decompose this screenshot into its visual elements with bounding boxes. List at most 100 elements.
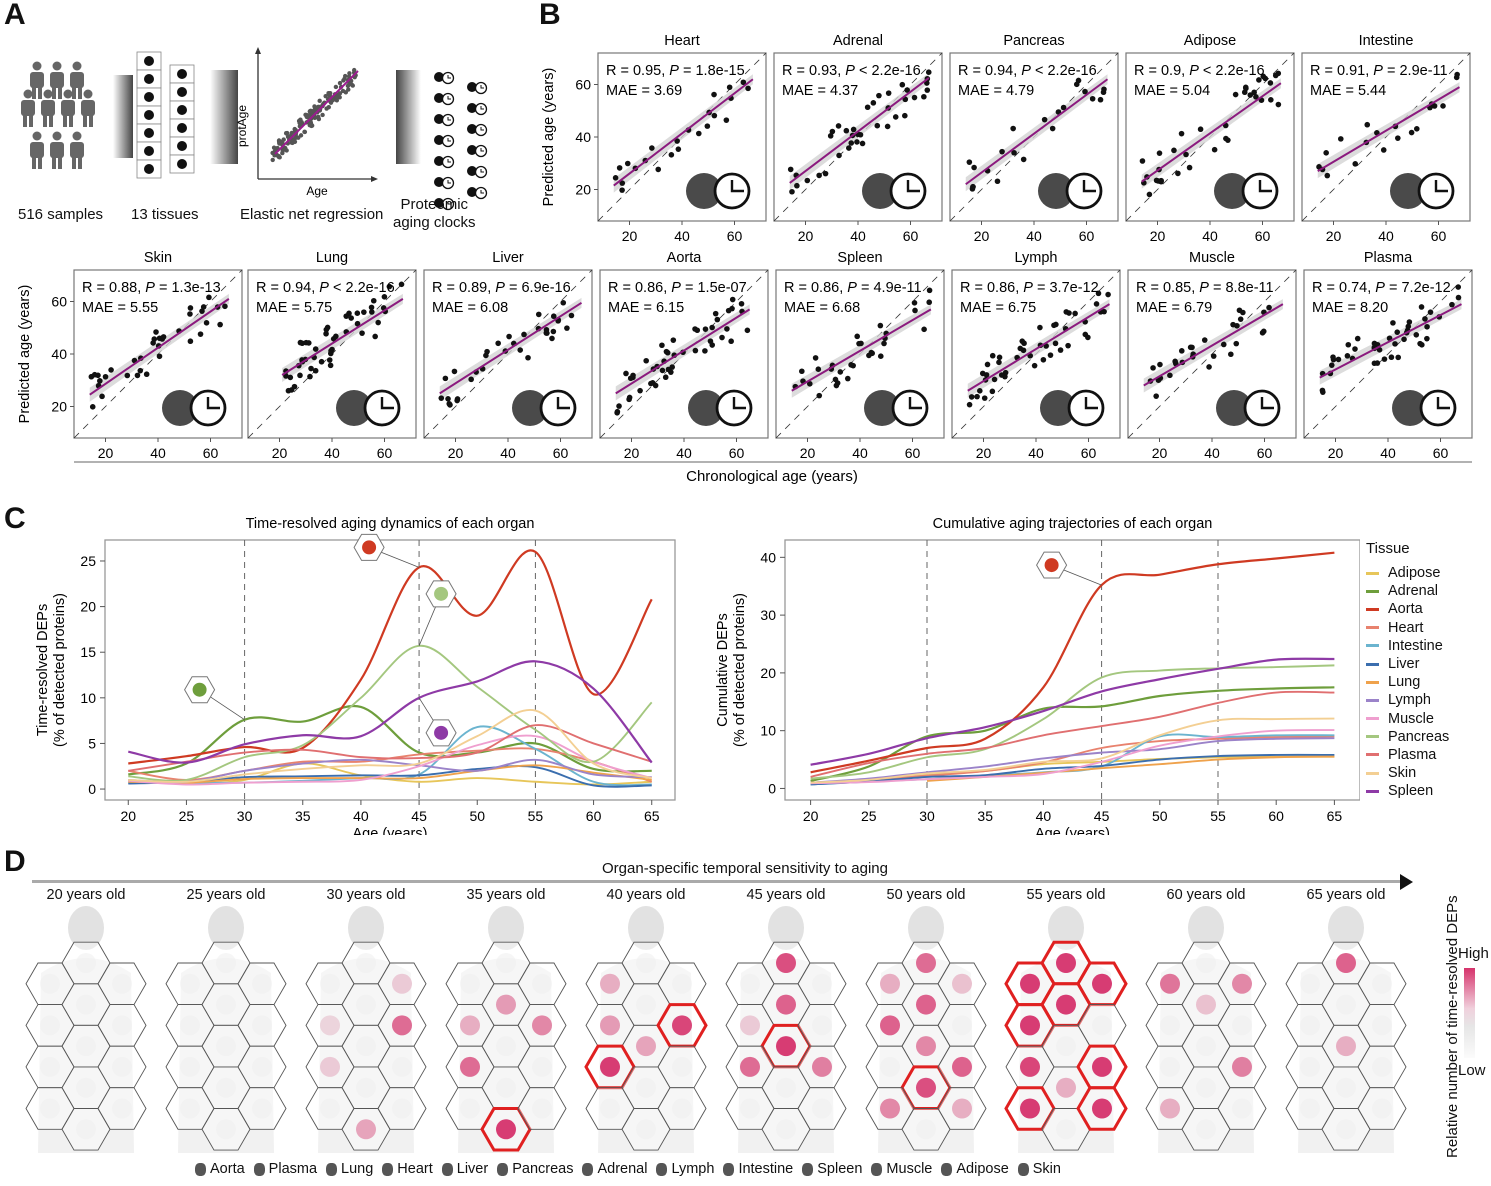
data-point: [354, 320, 361, 327]
tissue-icon: [144, 92, 154, 102]
data-point: [495, 340, 501, 347]
stats-r-p: R = 0.88, P = 1.3e-13: [82, 280, 221, 296]
liver-clock-icon: [512, 389, 577, 427]
data-point: [619, 180, 626, 186]
data-point: [1047, 352, 1054, 358]
data-point: [726, 84, 733, 91]
x-tick-label: 60: [1081, 445, 1097, 461]
aorta-clock-icon: [688, 389, 753, 427]
hex-lung: [305, 962, 355, 1006]
regression-line: [1143, 303, 1284, 387]
adrenal-icon: [1232, 1015, 1252, 1036]
x-tick-label: 20: [98, 445, 114, 461]
data-point: [926, 287, 933, 294]
x-tick-label: 40: [852, 445, 868, 461]
series-line-aorta: [810, 551, 1335, 774]
spleen-icon: [952, 1056, 972, 1077]
x-tick-label: 65: [644, 808, 660, 824]
x-tick-label: 40: [1028, 445, 1044, 461]
data-point: [1395, 354, 1402, 361]
adrenal-icon: [192, 682, 207, 697]
data-point: [668, 152, 675, 158]
age-label: 30 years old: [326, 887, 406, 903]
adrenal-icon: [582, 1162, 594, 1176]
data-point: [1344, 353, 1351, 359]
data-point: [1268, 97, 1274, 103]
data-point: [709, 342, 716, 348]
data-point: [160, 334, 167, 340]
panel-d-title: Organ-specific temporal sensitivity to a…: [602, 860, 888, 877]
organ-legend-label: Adipose: [956, 1161, 1009, 1177]
stats-r-p: R = 0.95, P = 1.8e-15: [606, 63, 745, 79]
spleen-icon: [802, 1162, 814, 1176]
intestine-icon: [723, 1162, 735, 1176]
data-point: [1228, 351, 1234, 358]
y-tick-label: 40: [51, 346, 67, 362]
person-icon: [21, 89, 35, 127]
data-point: [368, 304, 375, 311]
regression-xlabel: Age: [306, 184, 328, 198]
body-map-55: [1004, 906, 1128, 1153]
data-point: [187, 311, 193, 317]
data-point: [991, 376, 998, 383]
panel-title: Adipose: [1184, 33, 1236, 49]
hex-heart: [1321, 983, 1371, 1026]
data-point: [1031, 362, 1038, 369]
data-point: [616, 403, 622, 409]
aorta-icon: [776, 953, 796, 973]
data-point: [989, 388, 996, 395]
data-point: [1146, 191, 1153, 198]
pancreas-icon: [76, 1036, 96, 1057]
tissue-icon: [177, 141, 187, 151]
stats-mae: MAE = 6.75: [960, 300, 1036, 316]
data-point: [312, 346, 319, 352]
timeline-arrow-line: [32, 880, 1402, 883]
hex-intestine: [1041, 1066, 1091, 1109]
y-tick-label: 30: [760, 607, 776, 623]
plasma-icon: [1092, 973, 1112, 994]
data-point: [612, 175, 619, 181]
scatter-panel-lymph: Lymph R = 0.86, P = 3.7e-12 MAE = 6.75 20 40…: [951, 250, 1121, 461]
data-point: [712, 310, 719, 317]
y-tick-label: 20: [760, 665, 776, 681]
hex-heart: [761, 983, 811, 1026]
data-point: [1395, 135, 1401, 141]
data-point: [806, 380, 813, 387]
skin-icon: [392, 1098, 412, 1119]
organ-legend-pancreas: Pancreas: [497, 1161, 573, 1177]
series-line-liver: [810, 753, 1335, 786]
muscle-icon: [880, 1098, 900, 1119]
aorta-icon: [1056, 953, 1076, 973]
lymph-icon: [656, 1162, 668, 1176]
data-point: [1401, 336, 1407, 343]
muscle-icon: [1160, 1098, 1180, 1119]
hex-spleen: [517, 1045, 567, 1089]
adrenal-icon: [672, 1015, 692, 1036]
data-point: [372, 333, 378, 340]
hex-skin: [1217, 1087, 1267, 1130]
regression-line: [789, 77, 930, 184]
stats-r-p: R = 0.86, P = 3.7e-12: [960, 280, 1099, 296]
hex-heart: [901, 983, 951, 1026]
adrenal-icon: [532, 1015, 552, 1036]
adrenal-icon: [112, 1015, 132, 1036]
data-point: [386, 283, 393, 290]
age-label: 60 years old: [1166, 887, 1246, 903]
hex-pancreas: [621, 1024, 671, 1068]
data-point: [1167, 372, 1173, 379]
data-point: [1041, 116, 1048, 123]
person-icon: [61, 89, 75, 127]
legend-item-muscle: Muscle: [1366, 710, 1449, 728]
x-tick-label: 45: [1094, 808, 1110, 824]
hex-adrenal: [97, 1004, 147, 1047]
data-point: [983, 372, 990, 378]
series-line-plasma: [128, 724, 653, 772]
data-point: [702, 326, 709, 332]
spleen-icon: [1092, 1056, 1112, 1077]
timeline-arrow-head: [1400, 874, 1413, 890]
x-tick-label: 20: [120, 808, 136, 824]
hex-pancreas: [341, 1024, 391, 1068]
data-point: [564, 325, 570, 331]
adrenal-icon: [1372, 1015, 1392, 1036]
scatter-panel-muscle: Muscle R = 0.85, P = 8.8e-11 MAE = 6.79 20 4…: [1127, 250, 1297, 461]
